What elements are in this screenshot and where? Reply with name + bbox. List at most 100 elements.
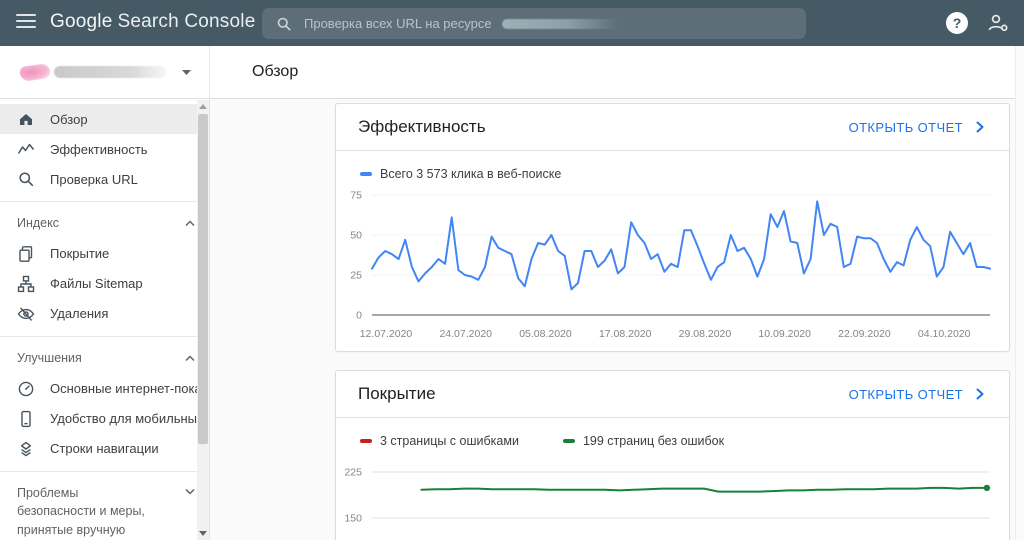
- sidebar-item-label: Обзор: [50, 111, 88, 127]
- svg-text:50: 50: [350, 230, 362, 242]
- svg-text:17.08.2020: 17.08.2020: [599, 328, 652, 340]
- sidebar-item-label: Файлы Sitemap: [50, 276, 143, 292]
- logo-google: Google: [50, 11, 113, 32]
- sidebar-scrollbar[interactable]: [197, 100, 209, 540]
- property-selector[interactable]: [0, 46, 209, 99]
- card-title: Покрытие: [358, 384, 436, 403]
- sidebar-section-index[interactable]: Индекс: [0, 208, 209, 239]
- svg-text:24.07.2020: 24.07.2020: [439, 328, 492, 340]
- sidebar-nav: Обзор Эффективность Проверка URL Индекс: [0, 99, 209, 540]
- scroll-down-arrow[interactable]: [199, 531, 207, 536]
- overview-content: Эффективность ОТКРЫТЬ ОТЧЕТ Всего 3 573 …: [210, 99, 1024, 540]
- home-icon: [17, 110, 35, 128]
- account-settings-icon[interactable]: [986, 11, 1010, 35]
- chevron-up-icon: [185, 220, 195, 226]
- sidebar-item-coverage[interactable]: Покрытие: [0, 239, 209, 269]
- divider: [0, 335, 209, 337]
- blurred-resource-url: [501, 18, 620, 29]
- page-title: Обзор: [252, 63, 299, 80]
- sidebar-section-security-manual-actions[interactable]: Проблемы безопасности и меры, принятые в…: [0, 478, 209, 540]
- eye-off-icon: [17, 305, 35, 323]
- url-inspection-search-input[interactable]: Проверка всех URL на ресурсе: [262, 8, 806, 39]
- coverage-pages-icon: [17, 245, 35, 263]
- logo-product: Search Console: [117, 11, 256, 32]
- svg-text:0: 0: [356, 310, 362, 322]
- chevron-right-icon: [976, 388, 984, 400]
- topbar-actions: ?: [946, 0, 1010, 46]
- svg-text:12.07.2020: 12.07.2020: [360, 328, 413, 340]
- divider: [336, 150, 1009, 151]
- sidebar-item-removals[interactable]: Удаления: [0, 299, 209, 329]
- chevron-right-icon: [976, 121, 984, 133]
- divider: [0, 470, 209, 472]
- sidebar-item-label: Покрытие: [50, 246, 110, 262]
- layers-icon: [17, 440, 35, 458]
- svg-text:10.09.2020: 10.09.2020: [758, 328, 811, 340]
- sidebar-item-label: Проверка URL: [50, 171, 138, 187]
- open-report-link[interactable]: ОТКРЫТЬ ОТЧЕТ: [849, 120, 987, 135]
- sidebar: Обзор Эффективность Проверка URL Индекс: [0, 46, 210, 540]
- blurred-property-name: [54, 66, 166, 78]
- open-report-label: ОТКРЫТЬ ОТЧЕТ: [848, 119, 963, 135]
- search-placeholder: Проверка всех URL на ресурсе: [304, 16, 492, 31]
- sidebar-item-label: Строки навигации: [50, 441, 159, 456]
- page-header: Обзор: [210, 46, 1024, 99]
- divider: [336, 417, 1009, 418]
- chevron-down-icon: [182, 69, 191, 75]
- svg-text:25: 25: [350, 270, 362, 282]
- legend-dash: [360, 172, 372, 176]
- sidebar-item-mobile-usability[interactable]: Удобство для мобильных: [0, 404, 209, 434]
- chevron-up-icon: [185, 355, 195, 361]
- app-logo[interactable]: Google Search Console: [50, 11, 255, 33]
- sidebar-item-label: Удобство для мобильных: [50, 411, 199, 426]
- help-button[interactable]: ?: [946, 12, 968, 34]
- search-icon: [277, 17, 291, 31]
- chevron-down-icon: [185, 488, 195, 495]
- legend-item-clicks: Всего 3 573 клика в веб-поиске: [360, 167, 561, 181]
- legend-dash: [360, 439, 372, 443]
- svg-text:05.08.2020: 05.08.2020: [519, 328, 572, 340]
- sidebar-item-overview[interactable]: Обзор: [0, 104, 209, 134]
- open-report-link[interactable]: ОТКРЫТЬ ОТЧЕТ: [849, 387, 987, 402]
- section-title: Индекс: [17, 216, 59, 230]
- card-header: Покрытие ОТКРЫТЬ ОТЧЕТ: [336, 371, 1009, 417]
- legend-label: 199 страниц без ошибок: [582, 434, 725, 448]
- sidebar-item-performance[interactable]: Эффективность: [0, 134, 209, 164]
- performance-card: Эффективность ОТКРЫТЬ ОТЧЕТ Всего 3 573 …: [335, 103, 1010, 352]
- sitemap-tree-icon: [17, 275, 35, 293]
- help-glyph: ?: [952, 15, 962, 31]
- search-icon: [17, 170, 35, 188]
- card-header: Эффективность ОТКРЫТЬ ОТЧЕТ: [336, 104, 1009, 150]
- svg-text:22.09.2020: 22.09.2020: [838, 328, 891, 340]
- chart-legend: Всего 3 573 клика в веб-поиске: [336, 151, 1009, 183]
- open-report-label: ОТКРЫТЬ ОТЧЕТ: [848, 386, 963, 402]
- main-area: Обзор Эффективность ОТКРЫТЬ ОТЧЕТ Всего …: [210, 46, 1024, 540]
- section-title: Проблемы безопасности и меры, принятые в…: [17, 485, 145, 538]
- blurred-site-favicon: [19, 62, 51, 82]
- sidebar-item-breadcrumbs[interactable]: Строки навигации: [0, 434, 209, 464]
- sidebar-section-enhancements[interactable]: Улучшения: [0, 343, 209, 374]
- sidebar-item-label: Удаления: [50, 306, 109, 322]
- top-app-bar: Google Search Console Проверка всех URL н…: [0, 0, 1024, 46]
- sidebar-item-label: Основные интернет-показ...: [50, 381, 199, 396]
- sidebar-item-label: Эффективность: [50, 141, 148, 157]
- svg-text:225: 225: [344, 467, 362, 479]
- scroll-up-arrow[interactable]: [199, 104, 207, 109]
- legend-item-errors: 3 страницы с ошибками: [360, 434, 519, 448]
- scrollbar-thumb[interactable]: [198, 114, 208, 444]
- svg-text:29.08.2020: 29.08.2020: [679, 328, 732, 340]
- page-scrollbar[interactable]: [1015, 46, 1024, 540]
- divider: [0, 201, 209, 202]
- coverage-chart[interactable]: 150 225: [342, 456, 1002, 540]
- sidebar-item-core-web-vitals[interactable]: Основные интернет-показ...: [0, 374, 209, 404]
- menu-icon[interactable]: [16, 14, 36, 30]
- sidebar-item-sitemaps[interactable]: Файлы Sitemap: [0, 269, 209, 299]
- svg-text:150: 150: [344, 513, 362, 525]
- coverage-card: Покрытие ОТКРЫТЬ ОТЧЕТ 3 страницы с ошиб…: [335, 370, 1010, 540]
- card-title: Эффективность: [358, 117, 486, 136]
- speedometer-icon: [17, 380, 35, 398]
- section-title: Улучшения: [17, 350, 82, 365]
- legend-label: 3 страницы с ошибками: [380, 434, 519, 448]
- performance-chart[interactable]: 0 25 50 75 12.07.2020 24.07.2020 05.08.2020 17.…: [342, 189, 1002, 343]
- sidebar-item-url-inspection[interactable]: Проверка URL: [0, 164, 209, 194]
